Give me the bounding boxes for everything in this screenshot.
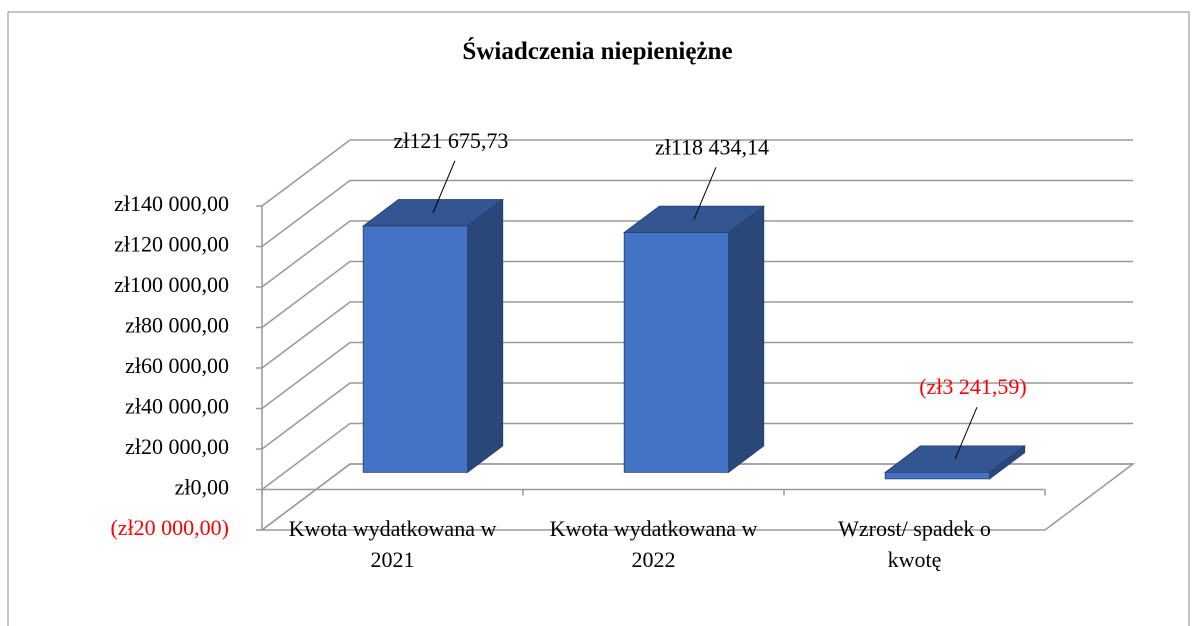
data-label: zł118 434,14 [655, 134, 769, 159]
y-tick-label: zł40 000,00 [125, 394, 229, 419]
grid-line [261, 179, 1133, 248]
bar-front [884, 471, 990, 480]
bar [622, 205, 765, 474]
grid-line [261, 422, 1133, 491]
x-tick-label: Kwota wydatkowana w 2021 [288, 515, 497, 572]
y-tick-label: zł100 000,00 [114, 272, 229, 297]
bar-front [362, 225, 468, 473]
bar-side [467, 198, 504, 474]
chart-title: Świadczenia niepieniężne [462, 38, 733, 65]
y-tick-label: zł0,00 [175, 475, 229, 500]
y-tick-label: zł80 000,00 [125, 313, 229, 338]
x-tick-label: Kwota wydatkowana w 2022 [549, 515, 758, 572]
bar [361, 198, 504, 474]
leader-line [432, 160, 456, 213]
y-tick-label: (zł20 000,00) [110, 515, 229, 540]
leader-line [954, 406, 978, 460]
data-label: zł121 675,73 [394, 128, 509, 153]
y-tick-label: zł120 000,00 [114, 232, 229, 257]
data-label: (zł3 241,59) [919, 374, 1027, 399]
bar-front [623, 232, 729, 473]
y-tick-label: zł60 000,00 [125, 353, 229, 378]
x-tick-label: Wzrost/ spadek o kwotę [838, 515, 991, 572]
bar-side [728, 205, 765, 474]
y-tick-label: zł20 000,00 [125, 434, 229, 459]
grid-line [261, 260, 1133, 329]
grid-line [261, 382, 1133, 450]
grid-line [261, 139, 1133, 207]
grid-line [261, 220, 1133, 288]
leader-line [693, 167, 717, 220]
grid-line [261, 341, 1133, 410]
chart-border [7, 11, 1190, 626]
y-tick-label: zł140 000,00 [114, 191, 229, 216]
grid-line [261, 301, 1133, 369]
grid-line [261, 463, 1133, 531]
